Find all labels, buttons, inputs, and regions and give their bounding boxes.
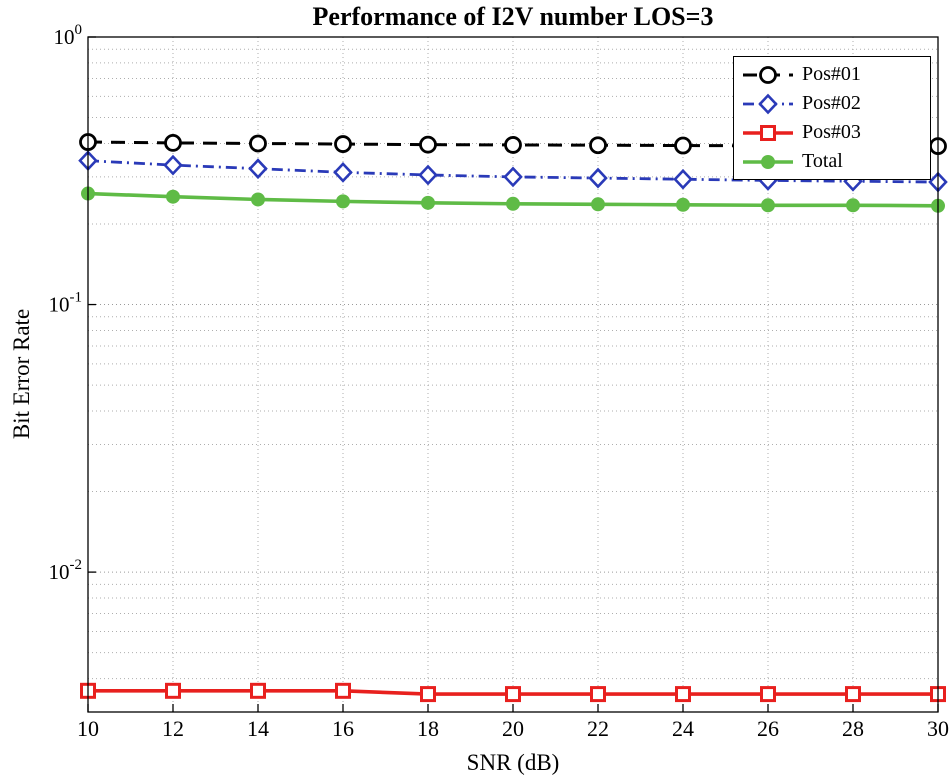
marker-circle-open — [334, 135, 352, 153]
marker-diamond-open — [588, 167, 608, 189]
axes: 10 12 14 16 18 20 22 24 26 28 30 100 10-1 10-2 — [49, 22, 950, 741]
marker-circle-filled — [761, 198, 775, 213]
marker-square-open — [675, 686, 691, 703]
legend-sample-pos01 — [743, 65, 793, 84]
series-total — [81, 186, 945, 213]
legend-label-pos03: Pos#03 — [802, 121, 861, 143]
chart-title: Performance of I2V number LOS=3 — [312, 2, 714, 31]
marker-square-open — [590, 686, 606, 703]
marker-square-open — [845, 686, 861, 703]
marker-square-open — [760, 124, 776, 141]
x-tick-label: 26 — [757, 716, 779, 741]
legend-label-pos01: Pos#01 — [802, 63, 861, 85]
marker-diamond-open — [758, 93, 778, 114]
marker-diamond-open — [418, 164, 438, 186]
y-axis-label: Bit Error Rate — [9, 308, 34, 440]
marker-circle-filled — [591, 197, 605, 212]
x-tick-label: 28 — [842, 716, 864, 741]
legend-entry-pos03: Pos#03 — [740, 118, 924, 147]
marker-circle-filled — [251, 192, 265, 207]
y-tick-label: 10-2 — [49, 557, 83, 584]
x-tick-label: 18 — [417, 716, 439, 741]
marker-circle-filled — [676, 197, 690, 212]
marker-circle-open — [164, 133, 182, 152]
marker-square-open — [250, 682, 266, 699]
x-tick-label: 24 — [672, 716, 694, 741]
marker-circle-filled — [761, 154, 775, 169]
marker-circle-open — [249, 134, 267, 153]
marker-circle-open — [674, 136, 692, 155]
marker-circle-filled — [506, 196, 520, 211]
marker-circle-open — [589, 136, 607, 155]
legend: Pos#01 Pos#02 Pos#03 Total — [733, 56, 931, 180]
legend-label-pos02: Pos#02 — [802, 92, 861, 114]
marker-diamond-open — [503, 166, 523, 188]
marker-square-open — [760, 686, 776, 703]
marker-square-open — [420, 686, 436, 703]
marker-diamond-open — [333, 161, 353, 183]
marker-square-open — [335, 682, 351, 699]
marker-circle-filled — [846, 198, 860, 213]
legend-entry-pos02: Pos#02 — [740, 89, 924, 118]
series-line-pos02 — [87, 159, 939, 184]
marker-circle-open — [504, 136, 522, 154]
x-tick-label: 12 — [162, 716, 184, 741]
marker-circle-filled — [166, 189, 180, 204]
marker-diamond-open — [673, 168, 693, 190]
x-tick-label: 22 — [587, 716, 609, 741]
marker-circle-filled — [421, 195, 435, 210]
marker-circle-open — [419, 135, 437, 154]
y-tick-label: 10-1 — [49, 290, 83, 317]
marker-circle-open — [759, 65, 777, 84]
x-tick-label: 30 — [927, 716, 949, 741]
marker-circle-filled — [336, 194, 350, 209]
x-tick-label: 10 — [77, 716, 99, 741]
marker-square-open — [505, 686, 521, 703]
legend-sample-pos02 — [743, 93, 793, 114]
marker-diamond-open — [248, 158, 268, 180]
legend-entry-pos01: Pos#01 — [740, 60, 924, 89]
legend-sample-total — [743, 154, 793, 169]
x-tick-label: 16 — [332, 716, 354, 741]
x-tick-label: 20 — [502, 716, 524, 741]
legend-sample-pos03 — [743, 124, 793, 141]
marker-square-open — [165, 682, 181, 699]
y-tick-label: 100 — [54, 22, 83, 49]
legend-label-total: Total — [802, 150, 843, 172]
x-axis-label: SNR (dB) — [466, 750, 560, 775]
marker-diamond-open — [163, 154, 183, 176]
series-pos03 — [80, 682, 946, 703]
legend-entry-total: Total — [740, 147, 924, 176]
x-tick-label: 14 — [247, 716, 269, 741]
